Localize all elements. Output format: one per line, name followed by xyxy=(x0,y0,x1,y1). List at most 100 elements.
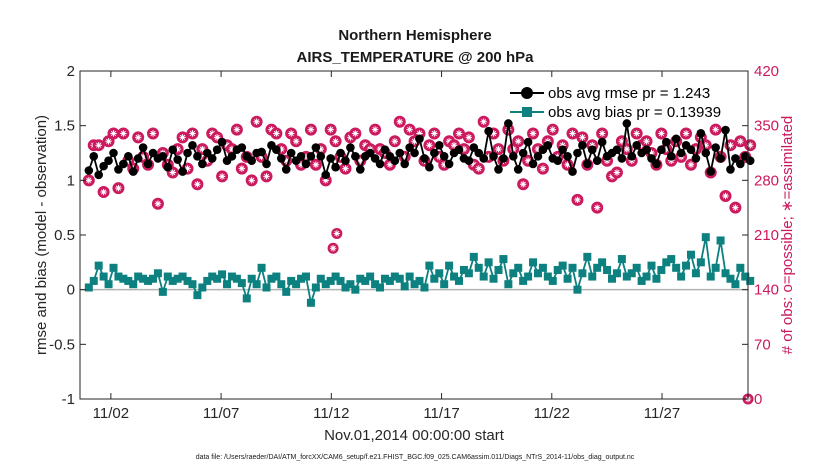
rmse-point xyxy=(627,151,637,161)
bias-point xyxy=(573,285,582,294)
obs-assimilated-point xyxy=(352,130,359,137)
x-tick-label: 11/12 xyxy=(313,405,349,422)
obs-assimilated-point xyxy=(199,145,206,153)
bias-point xyxy=(326,276,335,285)
rmse-point xyxy=(405,143,414,152)
rmse-point xyxy=(89,151,99,161)
bias-point xyxy=(139,274,148,283)
obs-assimilated-point xyxy=(416,130,423,137)
rmse-point xyxy=(193,151,202,161)
rmse-point xyxy=(439,151,449,161)
rmse-point xyxy=(513,165,523,174)
y-tick-label: 0 xyxy=(67,282,75,299)
legend-marker-bias xyxy=(522,107,532,117)
rmse-point xyxy=(494,165,503,174)
bias-point xyxy=(563,274,572,283)
bias-point xyxy=(524,272,533,281)
bias-point xyxy=(415,276,424,285)
bias-point xyxy=(380,274,389,283)
rmse-point xyxy=(563,151,572,161)
obs-assimilated-point xyxy=(411,138,418,145)
obs-assimilated-point xyxy=(253,118,260,125)
obs-assimilated-point xyxy=(692,145,700,153)
rmse-point xyxy=(262,159,271,169)
obs-assimilated-point xyxy=(564,161,571,168)
bias-point xyxy=(371,280,380,289)
obs-assimilated-point xyxy=(406,126,413,133)
bias-point xyxy=(351,285,360,294)
rmse-point xyxy=(114,165,123,174)
rmse-point xyxy=(124,151,133,161)
obs-assimilated-point xyxy=(722,192,729,200)
rmse-point xyxy=(370,154,380,163)
rmse-point xyxy=(410,148,419,158)
bias-point xyxy=(593,263,602,272)
rmse-point xyxy=(311,143,321,152)
bias-point xyxy=(489,274,498,283)
rmse-point xyxy=(479,154,488,163)
rmse-point xyxy=(212,145,222,155)
legend: obs avg rmse pr = 1.243 obs avg bias pr … xyxy=(510,85,721,121)
rmse-point xyxy=(237,143,247,152)
bias-point xyxy=(282,287,291,296)
rmse-point xyxy=(504,119,513,128)
rmse-point xyxy=(286,148,296,158)
bias-point xyxy=(543,272,552,281)
x-tick-label: 11/02 xyxy=(93,405,129,422)
rmse-point xyxy=(632,141,641,150)
bias-point xyxy=(232,274,241,283)
bias-line xyxy=(88,237,751,304)
bias-point xyxy=(474,263,483,272)
obs-assimilated-point xyxy=(238,165,246,172)
bias-point xyxy=(553,265,562,274)
obs-assimilated-point xyxy=(495,145,502,153)
bias-point xyxy=(346,280,355,289)
bias-point xyxy=(568,263,577,272)
bias-point xyxy=(529,258,538,267)
obs-assimilated-point xyxy=(643,138,650,145)
rmse-point xyxy=(573,148,582,158)
obs-assimilated-point xyxy=(608,173,616,180)
rmse-point xyxy=(148,148,158,158)
rmse-point xyxy=(533,151,543,161)
obs-assimilated-point xyxy=(263,173,270,180)
obs-assimilated-point xyxy=(283,157,290,165)
bias-point xyxy=(252,280,261,289)
bias-point xyxy=(341,283,350,292)
obs-assimilated-point xyxy=(401,153,408,161)
rmse-point xyxy=(158,151,168,161)
bias-point xyxy=(316,274,325,283)
y2-tick-label: 420 xyxy=(754,63,779,80)
bias-point xyxy=(637,276,646,285)
obs-assimilated-point xyxy=(292,138,300,145)
obs-assimilated-point xyxy=(115,184,122,192)
bias-point xyxy=(119,274,128,283)
bias-point xyxy=(203,276,212,285)
bias-point xyxy=(385,276,394,285)
bias-point xyxy=(548,276,557,285)
rmse-point xyxy=(721,125,730,135)
rmse-point xyxy=(652,159,661,169)
rmse-point xyxy=(178,167,187,176)
rmse-point xyxy=(444,159,454,169)
rmse-point xyxy=(316,151,326,161)
obs-assimilated-point xyxy=(120,130,127,137)
obs-assimilated-point xyxy=(682,130,690,137)
obs-assimilated-point xyxy=(663,145,670,153)
bias-point xyxy=(198,283,207,292)
rmse-point xyxy=(711,143,720,152)
rmse-point xyxy=(464,156,474,165)
bias-point xyxy=(701,233,710,242)
obs-outlier-asterisk xyxy=(333,230,341,237)
bias-point xyxy=(598,258,607,267)
axis-ticks: -1 -0.5 0 0.5 1 1.5 2 0 70 140 210 280 350 420 11/02 11… xyxy=(49,63,779,422)
obs-assimilated-point xyxy=(732,204,739,211)
bias-point xyxy=(395,274,404,283)
rmse-point xyxy=(306,151,316,161)
legend-marker-rmse xyxy=(521,87,533,99)
bias-point xyxy=(168,276,177,285)
obs-assimilated-point xyxy=(179,134,186,141)
bias-point xyxy=(227,272,236,281)
rmse-point xyxy=(94,170,103,180)
